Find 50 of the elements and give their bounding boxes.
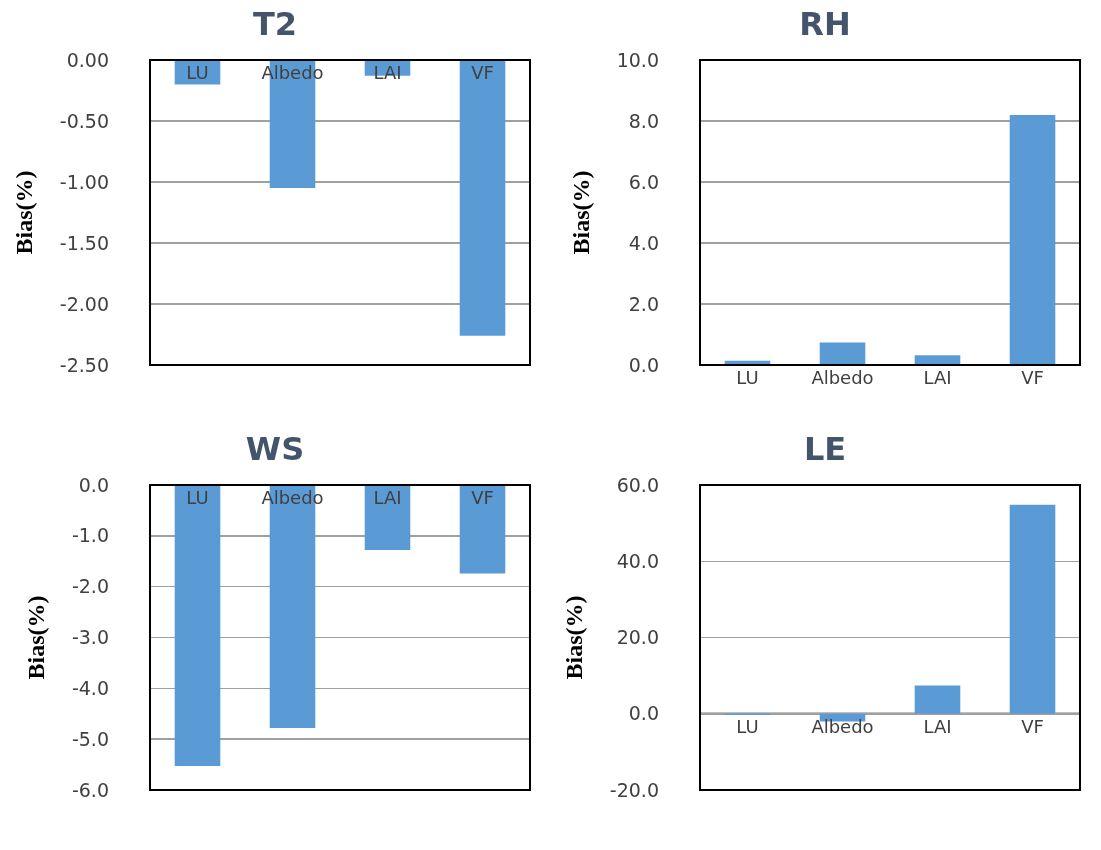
y-axis-title: Bias(%)	[10, 170, 37, 255]
x-tick-label: LAI	[923, 367, 952, 388]
y-tick-label: 0.0	[78, 473, 109, 496]
y-tick-label: 0.0	[628, 702, 659, 725]
y-tick-label: 0.00	[66, 48, 109, 71]
y-tick-label: -2.00	[59, 292, 109, 315]
y-tick-label: 20.0	[616, 626, 659, 649]
y-axis-title: Bias(%)	[560, 595, 587, 680]
y-tick-label: 40.0	[616, 549, 659, 572]
y-tick-label: -3.0	[71, 626, 109, 649]
x-tick-label: VF	[471, 62, 494, 83]
x-tick-label: VF	[471, 487, 494, 508]
x-tick-label: LU	[736, 367, 759, 388]
chart-title: T2	[252, 5, 298, 44]
x-tick-label: LU	[736, 715, 759, 737]
y-axis-title: Bias(%)	[23, 595, 50, 680]
bar	[914, 355, 961, 365]
y-tick-label: -1.00	[59, 170, 109, 193]
y-tick-label: -20.0	[609, 778, 659, 801]
x-tick-label: VF	[1021, 715, 1044, 737]
y-tick-label: 4.0	[628, 231, 659, 254]
bar	[1009, 504, 1056, 714]
y-axis-title: Bias(%)	[567, 170, 594, 255]
chart-title: RH	[799, 5, 851, 44]
y-tick-label: -1.50	[59, 231, 109, 254]
y-tick-label: 10.0	[616, 48, 659, 71]
y-tick-label: 2.0	[628, 292, 659, 315]
y-tick-label: 8.0	[628, 109, 659, 132]
y-tick-label: -5.0	[71, 727, 109, 750]
x-tick-label: Albedo	[811, 367, 874, 388]
x-tick-label: LU	[186, 62, 209, 83]
chart-title: WS	[245, 430, 305, 469]
bar	[1009, 114, 1056, 365]
y-tick-label: 60.0	[616, 473, 659, 496]
y-tick-label: -2.0	[71, 575, 109, 598]
bar	[819, 342, 866, 365]
x-tick-label: VF	[1021, 367, 1044, 388]
y-tick-label: -6.0	[71, 778, 109, 801]
y-tick-label: -0.50	[59, 109, 109, 132]
y-tick-label: -4.0	[71, 676, 109, 699]
y-tick-label: -2.50	[59, 353, 109, 376]
chart-title: LE	[803, 430, 847, 469]
y-tick-label: 0.0	[628, 353, 659, 376]
bar	[914, 685, 961, 714]
y-tick-label: -1.0	[71, 524, 109, 547]
x-tick-label: LAI	[923, 715, 952, 737]
x-tick-label: LU	[186, 487, 209, 508]
x-tick-label: LAI	[373, 487, 402, 508]
x-tick-label: Albedo	[811, 715, 874, 737]
y-tick-label: 6.0	[628, 170, 659, 193]
